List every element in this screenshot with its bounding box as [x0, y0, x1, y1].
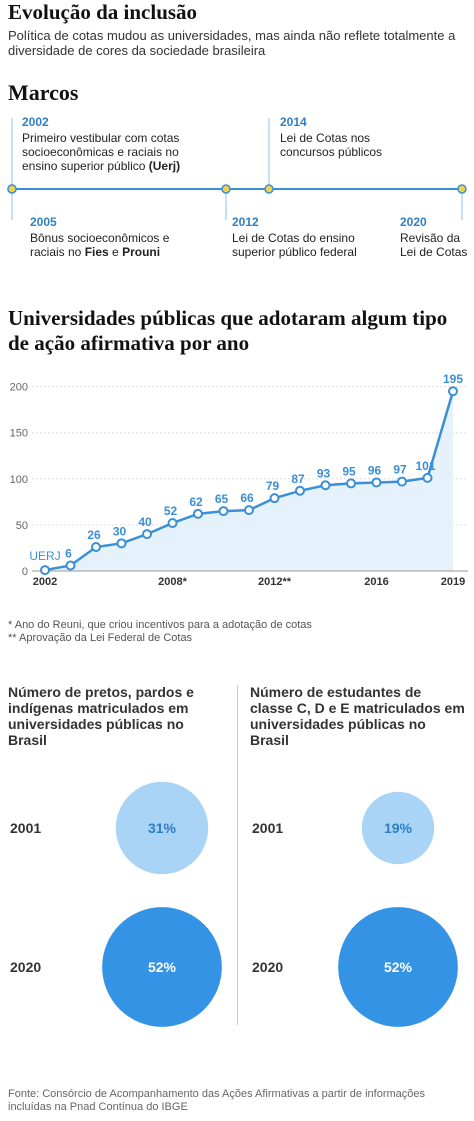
x-tick-label: 2019 [441, 576, 465, 588]
event-text: e [108, 245, 123, 259]
x-tick-label: 2008* [158, 576, 187, 588]
y-tick-label: 200 [10, 382, 28, 394]
data-label: 97 [393, 463, 407, 477]
event: 2012 Lei de Cotas do ensino superior públ… [232, 215, 372, 259]
bubble-label: 31% [148, 820, 177, 836]
note: ** Aprovação da Lei Federal de Cotas [8, 632, 193, 644]
row-year: 2020 [252, 959, 283, 975]
data-label: 96 [368, 463, 382, 477]
point [91, 542, 101, 553]
event-text: Revisão da Lei de Cotas [400, 231, 468, 259]
panel-title: Número de estudantes de classe C, D e E … [250, 684, 465, 748]
data-label: 95 [342, 464, 356, 478]
bubble [338, 907, 458, 1027]
point [422, 472, 433, 483]
row-year: 2001 [10, 820, 41, 836]
area [45, 391, 453, 571]
point [65, 560, 76, 571]
event-year: 2012 [232, 215, 259, 229]
timeline-dot [457, 184, 467, 194]
bubble [361, 791, 435, 865]
divider [237, 685, 238, 1025]
point [346, 478, 356, 489]
bubble [102, 907, 222, 1027]
event-text: Lei de Cotas do ensino superior público … [232, 231, 357, 259]
point [142, 529, 152, 540]
point [295, 485, 305, 496]
point [244, 505, 254, 516]
timeline-dot [7, 184, 17, 194]
event-year: 2005 [30, 215, 57, 229]
data-label: 87 [291, 472, 305, 486]
event-year: 2020 [400, 215, 427, 229]
line-chart: 0 50 100 150 200 2002 6 26 30 40 52 2008* 62 65 66 79 20… [10, 372, 468, 588]
point [116, 538, 127, 549]
event: 2002 Primeiro vestibular com cotas socioe… [22, 115, 192, 173]
x-tick-label: 2016 [364, 576, 388, 588]
point [193, 508, 203, 519]
data-label: 93 [317, 466, 331, 480]
y-tick-label: 150 [10, 428, 28, 440]
point [218, 506, 229, 517]
data-label: 6 [65, 546, 72, 560]
event-year: 2002 [22, 115, 49, 129]
timeline [7, 118, 467, 220]
source: Fonte: Consórcio de Acompanhamento das A… [8, 1088, 425, 1113]
data-label: 101 [415, 459, 435, 473]
event: 2020 Revisão da Lei de Cotas [400, 215, 470, 259]
event: 2014 Lei de Cotas nos concursos públicos [280, 115, 410, 159]
data-label: 66 [240, 491, 254, 505]
y-tick-label: 0 [22, 566, 28, 578]
bubble [115, 781, 209, 875]
page-title: Evolução da inclusão [8, 0, 198, 24]
event-text: Lei de Cotas nos concursos públicos [280, 131, 383, 159]
event-text: Bônus socioeconômicos e raciais no [30, 231, 170, 259]
event-year: 2014 [280, 115, 307, 129]
row-year: 2001 [252, 820, 283, 836]
event-text: Prouni [122, 245, 161, 259]
point [320, 480, 331, 491]
bubbles: 2001 31% 2020 52% 2001 19% 2020 52% [10, 781, 458, 1027]
point [397, 476, 407, 487]
point [448, 386, 458, 397]
panel-title: Número de pretos, pardos e indígenas mat… [8, 684, 194, 748]
chart-title: Universidades públicas que adotaram algu… [8, 306, 448, 355]
notes: * Ano do Reuni, que criou incentivos par… [8, 619, 312, 645]
bubble-label: 52% [384, 959, 413, 975]
data-label: 52 [164, 504, 178, 518]
x-tick-label: 2002 [33, 576, 57, 588]
data-label: 79 [266, 479, 280, 493]
data-label: 30 [113, 524, 127, 538]
x-tick-label: 2012** [258, 576, 292, 588]
y-tick-label: 100 [10, 474, 28, 486]
annotation: UERJ [29, 549, 60, 563]
y-tick-label: 50 [16, 520, 28, 532]
event-text: (Uerj) [148, 159, 181, 173]
bubble-label: 19% [384, 820, 413, 836]
bubble-label: 52% [148, 959, 177, 975]
data-label: 62 [189, 495, 203, 509]
event-text: Fies [84, 245, 109, 259]
event: 2005 Bônus socioeconômicos e raciais no F… [30, 215, 200, 259]
timeline-title: Marcos [8, 80, 79, 105]
subtitle: Política de cotas mudou as universidades… [8, 28, 456, 58]
row-year: 2020 [10, 959, 41, 975]
note: * Ano do Reuni, que criou incentivos par… [8, 619, 312, 631]
data-label: 195 [443, 372, 463, 386]
point [371, 477, 382, 488]
data-label: 26 [87, 528, 101, 542]
event-text: Primeiro vestibular com cotas socioeconô… [22, 131, 180, 173]
timeline-dot [264, 184, 274, 194]
point [40, 565, 50, 576]
point [167, 518, 178, 529]
data-label: 40 [138, 515, 152, 529]
point [269, 493, 280, 504]
timeline-dot [221, 184, 231, 194]
data-label: 65 [215, 492, 229, 506]
